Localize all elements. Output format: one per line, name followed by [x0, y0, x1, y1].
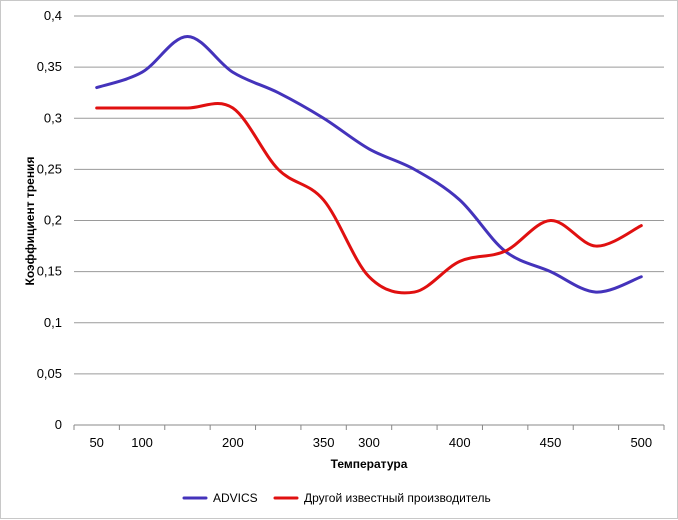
legend: ADVICS Другой известный производитель: [182, 491, 491, 505]
series-line-advics: [95, 34, 643, 294]
y-tick-label: 0,3: [44, 110, 62, 125]
x-tick-label: 500: [630, 435, 652, 450]
y-tick-label: 0,35: [37, 59, 62, 74]
x-tick-label: 100: [131, 435, 153, 450]
y-tick-label: 0,4: [44, 8, 62, 23]
y-tick-labels: 0 0,05 0,1 0,15 0,2 0,25 0,3 0,35 0,4: [37, 8, 62, 432]
x-tick-label: 400: [449, 435, 471, 450]
x-tick-label: 450: [540, 435, 562, 450]
x-tick-labels: 50 100 200 350 300 400 450 500: [73, 425, 665, 450]
x-tick-label: 300: [358, 435, 380, 450]
x-tick-label: 200: [222, 435, 244, 450]
y-tick-label: 0,15: [37, 264, 62, 279]
series-lines: [95, 34, 643, 295]
legend-label: ADVICS: [213, 491, 258, 505]
x-tick-label: 350: [313, 435, 335, 450]
legend-label: Другой известный производитель: [304, 491, 491, 505]
series-line-other-manufacturer: [95, 102, 643, 295]
x-axis-title: Температура: [331, 457, 408, 471]
gridlines: [74, 15, 664, 426]
y-axis-title: Коэффициент трения: [23, 157, 37, 286]
y-tick-label: 0,2: [44, 213, 62, 228]
x-tick-label: 50: [89, 435, 103, 450]
y-tick-label: 0,1: [44, 315, 62, 330]
y-tick-label: 0,25: [37, 161, 62, 176]
y-tick-label: 0: [55, 417, 62, 432]
y-tick-label: 0,05: [37, 366, 62, 381]
